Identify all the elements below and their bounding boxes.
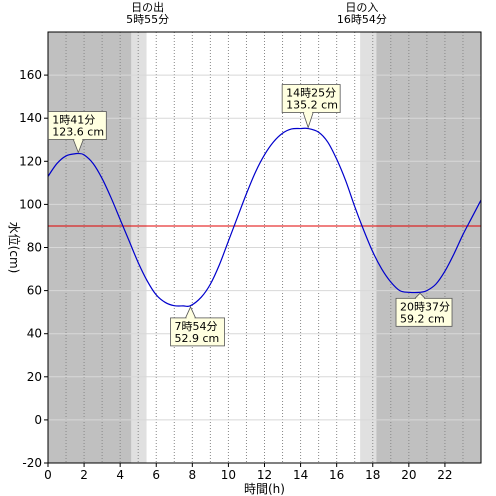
- x-tick-label: 8: [189, 468, 197, 482]
- y-tick-label: 120: [19, 154, 42, 168]
- x-axis-ticks: 0 2 4 6 8 10 12 14 16 18 20 22: [44, 463, 453, 482]
- y-tick-label: 140: [19, 111, 42, 125]
- x-axis-label: 時間(h): [244, 482, 285, 496]
- annotation-value: 135.2 cm: [286, 99, 338, 112]
- y-tick-label: 20: [27, 370, 42, 384]
- x-tick-label: 20: [401, 468, 416, 482]
- annotation-box: [47, 111, 107, 140]
- y-tick-label: 60: [27, 284, 42, 298]
- annotation-value: 52.9 cm: [175, 332, 220, 345]
- y-axis-ticks: -20 0 20 40 60 80 100 120 140 160: [19, 68, 48, 470]
- sunset-label: 日の入: [345, 1, 378, 14]
- y-tick-label: 100: [19, 197, 42, 211]
- x-tick-label: 2: [80, 468, 88, 482]
- annotation-time: 1時41分: [52, 114, 95, 127]
- y-tick-label: 80: [27, 241, 42, 255]
- x-tick-label: 0: [44, 468, 52, 482]
- annotation-box: [281, 84, 341, 113]
- sunrise-label: 日の出: [131, 0, 164, 14]
- annotation-time: 7時54分: [175, 320, 218, 333]
- series-layer: [47, 127, 482, 307]
- grid: [48, 32, 481, 463]
- annotation-value: 123.6 cm: [52, 126, 104, 139]
- series-line-0: [47, 127, 482, 307]
- y-tick-label: -20: [22, 456, 42, 470]
- x-tick-label: 22: [437, 468, 452, 482]
- y-tick-label: 160: [19, 68, 42, 82]
- annotation-box: [395, 297, 453, 327]
- x-tick-label: 16: [329, 468, 344, 482]
- y-tick-label: 0: [34, 413, 42, 427]
- x-tick-label: 14: [293, 468, 308, 482]
- x-tick-label: 12: [257, 468, 272, 482]
- x-tick-label: 6: [152, 468, 160, 482]
- annotation-time: 20時37分: [400, 300, 450, 313]
- annotation-value: 59.2 cm: [400, 312, 445, 325]
- x-tick-label: 18: [365, 468, 380, 482]
- annotation-time: 14時25分: [286, 87, 336, 100]
- x-tick-label: 10: [221, 468, 236, 482]
- y-tick-label: 40: [27, 327, 42, 341]
- sunset-time: 16時54分: [337, 13, 387, 26]
- y-axis-label: 水位(cm): [7, 222, 22, 274]
- x-tick-label: 4: [116, 468, 124, 482]
- annotation-box: [170, 317, 225, 347]
- sunrise-time: 5時55分: [126, 13, 169, 26]
